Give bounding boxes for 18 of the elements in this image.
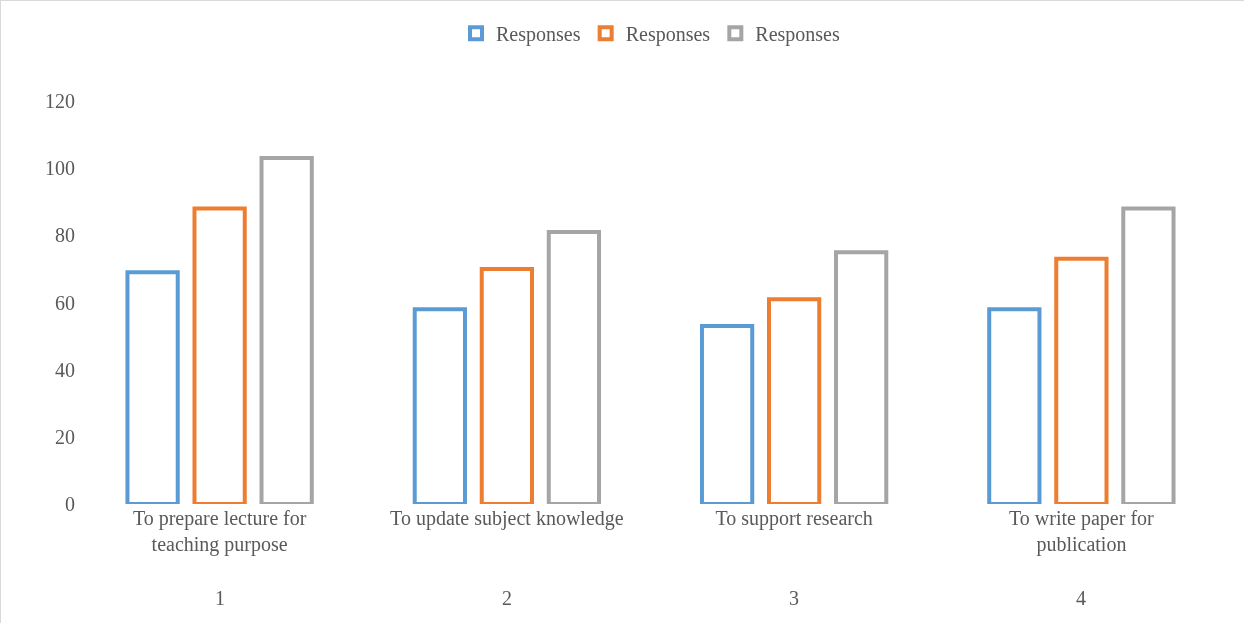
- y-tick-label: 60: [55, 291, 75, 314]
- text: 3: [789, 587, 799, 609]
- legend-label: Responses: [625, 22, 711, 46]
- y-tick-label: 120: [45, 90, 75, 112]
- legend-label: Responses: [496, 22, 581, 46]
- y-tick-label: 0: [65, 493, 75, 515]
- legend-label: Responses: [755, 22, 840, 46]
- y-tick-label: 20: [55, 425, 75, 448]
- x-tick-label: To write paper for publication: [1009, 507, 1155, 556]
- x-tick-label: To prepare lecture for teaching purpose: [132, 507, 307, 556]
- x-tick-label: To support research: [715, 507, 873, 530]
- x-tick-label: To update subject knowledge: [390, 507, 624, 530]
- y-tick-label: 40: [55, 358, 75, 381]
- y-tick-label: 100: [45, 157, 75, 180]
- text: 1: [215, 587, 225, 609]
- text: 2: [502, 587, 512, 609]
- text: 4: [1076, 587, 1086, 609]
- y-tick-label: 80: [55, 224, 75, 247]
